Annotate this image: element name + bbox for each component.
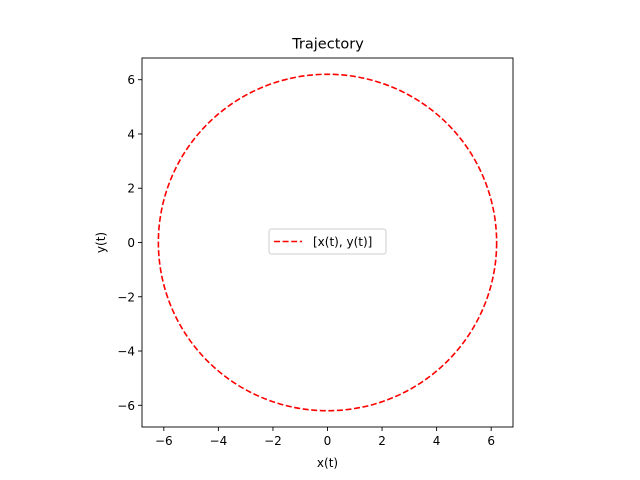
y-tick-label: 0 [127, 236, 135, 250]
x-tick-label: 2 [378, 434, 386, 448]
x-tick-label: 6 [487, 434, 495, 448]
x-axis-label: x(t) [317, 456, 338, 470]
x-tick-label: 0 [324, 434, 332, 448]
y-tick-label: 6 [127, 73, 135, 87]
y-tick-label: −2 [117, 290, 135, 304]
x-tick-label: 4 [433, 434, 441, 448]
y-axis-label: y(t) [94, 232, 108, 253]
y-tick-label: 2 [127, 182, 135, 196]
legend-box [268, 228, 387, 255]
y-tick-label: 4 [127, 127, 135, 141]
x-tick-label: −4 [210, 434, 228, 448]
series-trajectory-line [157, 73, 498, 412]
y-tick-label: −6 [117, 399, 135, 413]
y-tick-label: −4 [117, 345, 135, 359]
chart-title: Trajectory [291, 37, 364, 53]
legend-label: [x(t), y(t)] [313, 235, 372, 249]
x-tick-label: −2 [264, 434, 282, 448]
x-tick-label: −6 [155, 434, 173, 448]
legend: [x(t), y(t)] [268, 228, 387, 255]
